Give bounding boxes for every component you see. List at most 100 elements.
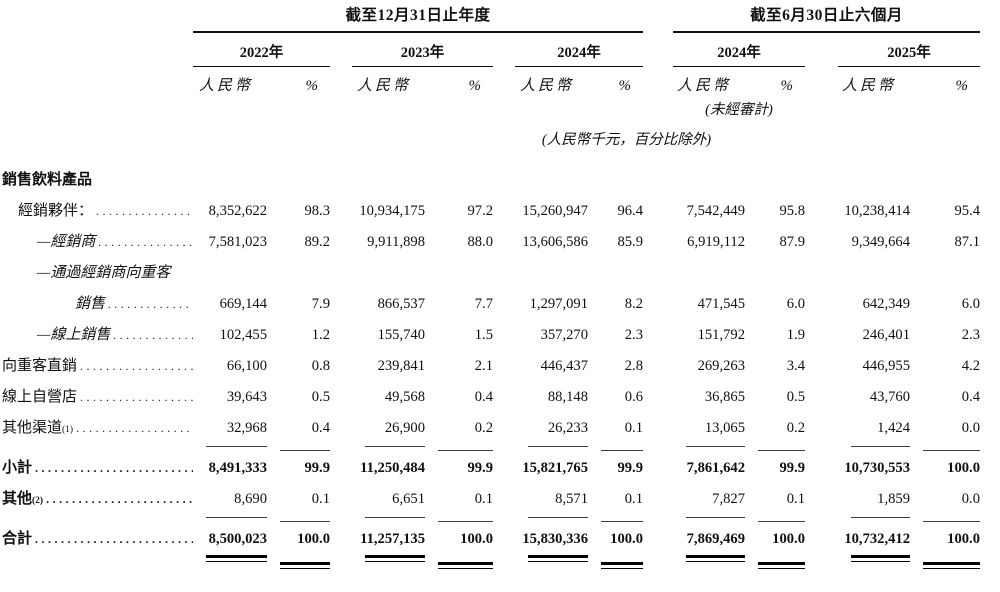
leader-dots: ........................................… <box>35 461 193 475</box>
value-cell: 11,250,484 <box>360 460 425 476</box>
percent-cell: 0.5 <box>311 389 330 405</box>
rule-segment <box>923 521 980 523</box>
value-cell: 8,352,622 <box>208 203 267 219</box>
value-cell: 669,144 <box>219 296 267 312</box>
percent-cell: 6.0 <box>961 296 980 312</box>
value-cell: 269,263 <box>697 358 745 374</box>
table-row: 其他(2)...................................… <box>0 484 980 515</box>
value-cell: 13,606,586 <box>522 234 588 250</box>
percent-cell: 0.1 <box>624 420 643 436</box>
value-cell: 151,792 <box>697 327 745 343</box>
row-label: 其他(2)...................................… <box>0 484 193 515</box>
rule-segment <box>438 521 493 523</box>
rule-segment <box>280 450 330 452</box>
percent-cell: 3.4 <box>786 358 805 374</box>
currency-header: 人民幣 <box>519 78 574 94</box>
row-label: 向重客直銷...................................… <box>0 351 193 382</box>
percent-header: % <box>618 78 632 94</box>
percent-cell: 100.0 <box>772 531 805 547</box>
rule-row <box>0 515 980 524</box>
percent-cell: 100.0 <box>610 531 643 547</box>
row-label-text: 向重客直銷 <box>2 358 78 374</box>
row-label: —通過經銷商向重客 <box>0 258 193 289</box>
row-label: —線上銷售...................................… <box>0 320 193 351</box>
value-cell: 1,424 <box>877 420 910 436</box>
year-header: 2024年 <box>515 33 643 67</box>
rule-segment <box>923 450 980 452</box>
rule-segment <box>438 450 493 452</box>
currency-header: 人民幣 <box>198 78 253 94</box>
unaudited-row: (未經審計) <box>0 96 980 120</box>
table-row: 銷售飲料產品 <box>0 165 980 196</box>
percent-cell: 99.9 <box>467 460 493 476</box>
value-cell: 10,238,414 <box>844 203 910 219</box>
value-cell: 357,270 <box>540 327 588 343</box>
row-label-text: —通過經銷商向重客 <box>37 265 171 281</box>
unaudited-note: (未經審計) <box>705 102 773 118</box>
leader-dots: ........................................… <box>35 532 193 546</box>
value-cell: 49,568 <box>384 389 425 405</box>
value-cell: 7,827 <box>712 491 745 507</box>
rule-segment <box>758 521 805 523</box>
value-cell: 446,437 <box>540 358 588 374</box>
currency-header: 人民幣 <box>676 78 731 94</box>
rule-segment <box>601 521 643 523</box>
percent-cell: 0.1 <box>311 491 330 507</box>
value-cell: 6,919,112 <box>687 234 745 250</box>
row-label: 小計......................................… <box>0 453 193 484</box>
value-cell: 10,934,175 <box>359 203 425 219</box>
value-cell: 32,968 <box>226 420 267 436</box>
row-label: 銷售飲料產品 <box>0 165 193 196</box>
percent-cell: 100.0 <box>947 460 980 476</box>
percent-header: % <box>955 78 969 94</box>
rule-segment <box>686 445 745 447</box>
percent-cell: 8.2 <box>624 296 643 312</box>
table-header: 截至12月31日止年度 截至6月30日止六個月 2022年 2023年 2024年 202… <box>0 6 1000 150</box>
rule-segment <box>206 445 267 447</box>
percent-cell: 95.4 <box>954 203 980 219</box>
percent-header: % <box>780 78 794 94</box>
table-row: —線上銷售...................................… <box>0 320 980 351</box>
row-label: 合計......................................… <box>0 524 193 555</box>
table-row: 合計......................................… <box>0 524 980 555</box>
value-cell: 446,955 <box>862 358 910 374</box>
percent-header: % <box>305 78 319 94</box>
percent-cell: 100.0 <box>460 531 493 547</box>
table-row: —經銷商....................................… <box>0 227 980 258</box>
value-cell: 7,861,642 <box>686 460 745 476</box>
percent-cell: 0.0 <box>961 491 980 507</box>
value-cell: 15,260,947 <box>522 203 588 219</box>
leader-dots: ........................................… <box>98 235 193 249</box>
total-rule-segment <box>365 555 425 562</box>
value-cell: 642,349 <box>862 296 910 312</box>
rule-segment <box>206 516 267 518</box>
value-cell: 15,830,336 <box>522 531 588 547</box>
percent-cell: 99.9 <box>617 460 643 476</box>
percent-cell: 100.0 <box>947 531 980 547</box>
total-rule-segment <box>601 562 643 569</box>
rule-segment <box>365 516 425 518</box>
leader-dots: ........................................… <box>46 492 193 506</box>
row-label: 其他渠道(1).................................… <box>0 413 193 444</box>
row-label-text: 小計 <box>2 460 33 476</box>
value-cell: 11,257,135 <box>360 531 425 547</box>
percent-cell: 0.2 <box>474 420 493 436</box>
percent-cell: 2.3 <box>961 327 980 343</box>
leader-dots: ........................................… <box>76 421 193 435</box>
percent-cell: 2.8 <box>624 358 643 374</box>
row-label-text: 線上自營店 <box>2 389 78 405</box>
row-label-text: —經銷商 <box>37 234 96 250</box>
rule-segment <box>280 521 330 523</box>
value-cell: 9,911,898 <box>367 234 425 250</box>
total-rule-row <box>0 555 980 569</box>
percent-cell: 7.7 <box>474 296 493 312</box>
percent-cell: 0.8 <box>311 358 330 374</box>
percent-cell: 0.5 <box>786 389 805 405</box>
row-label: 銷售......................................… <box>0 289 193 320</box>
value-cell: 26,233 <box>547 420 588 436</box>
value-cell: 102,455 <box>219 327 267 343</box>
value-cell: 6,651 <box>392 491 425 507</box>
leader-dots: ........................................… <box>113 328 193 342</box>
percent-cell: 97.2 <box>467 203 493 219</box>
percent-cell: 1.2 <box>311 327 330 343</box>
